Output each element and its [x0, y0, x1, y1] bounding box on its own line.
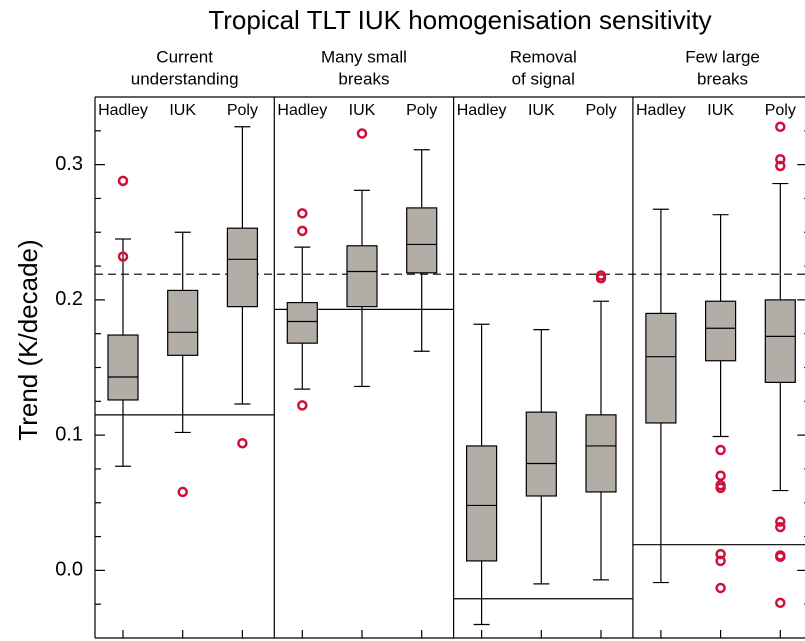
- panel-title: Current: [156, 47, 213, 66]
- category-label: Hadley: [457, 102, 507, 119]
- outlier: [356, 128, 368, 139]
- y-tick-label: 0.3: [55, 153, 83, 175]
- panel-title: Removal: [510, 47, 577, 66]
- box: [107, 334, 139, 401]
- outlier: [775, 516, 786, 527]
- box: [704, 300, 737, 362]
- outlier: [297, 208, 308, 219]
- outlier: [775, 121, 786, 133]
- category-label: Poly: [765, 102, 796, 119]
- outlier: [297, 225, 308, 237]
- category-label: Poly: [585, 102, 616, 119]
- box: [406, 207, 438, 274]
- box: [226, 227, 258, 308]
- panel-title: of signal: [512, 69, 575, 88]
- outlier: [297, 400, 308, 411]
- chart-title: Tropical TLT IUK homogenisation sensitiv…: [208, 5, 711, 35]
- panel-title: Many small: [321, 47, 407, 66]
- category-label: Hadley: [277, 102, 327, 119]
- outlier: [715, 482, 726, 494]
- panel-title: breaks: [338, 69, 389, 88]
- panel-title: breaks: [697, 69, 748, 88]
- category-label: Hadley: [636, 102, 686, 119]
- y-tick-label: 0.0: [55, 559, 83, 581]
- outlier: [775, 160, 786, 172]
- box: [645, 312, 677, 424]
- outlier: [117, 175, 129, 187]
- outlier: [715, 555, 726, 567]
- box: [346, 245, 378, 308]
- category-label: IUK: [707, 102, 734, 119]
- outlier: [775, 521, 786, 533]
- outlier: [595, 272, 607, 284]
- box: [764, 299, 796, 383]
- category-label: IUK: [528, 102, 555, 119]
- category-label: Poly: [227, 102, 258, 119]
- y-axis-label: Trend (K/decade): [13, 239, 43, 440]
- category-label: IUK: [349, 102, 376, 119]
- box: [585, 414, 617, 493]
- box: [167, 289, 199, 356]
- y-tick-label: 0.1: [55, 423, 83, 445]
- category-label: Hadley: [98, 102, 148, 119]
- box: [525, 411, 557, 497]
- outlier: [237, 437, 248, 449]
- category-label: IUK: [169, 102, 196, 119]
- outlier: [117, 251, 129, 262]
- panel-title: Few large: [685, 47, 760, 66]
- outlier: [775, 597, 786, 609]
- box: [286, 301, 318, 344]
- outlier: [715, 582, 726, 594]
- y-tick-label: 0.2: [55, 288, 83, 310]
- outlier: [715, 470, 726, 481]
- panel-title: understanding: [131, 69, 239, 88]
- outlier: [177, 486, 188, 498]
- outlier: [775, 551, 786, 563]
- box: [466, 445, 498, 562]
- category-label: Poly: [406, 102, 437, 119]
- outlier: [715, 444, 726, 456]
